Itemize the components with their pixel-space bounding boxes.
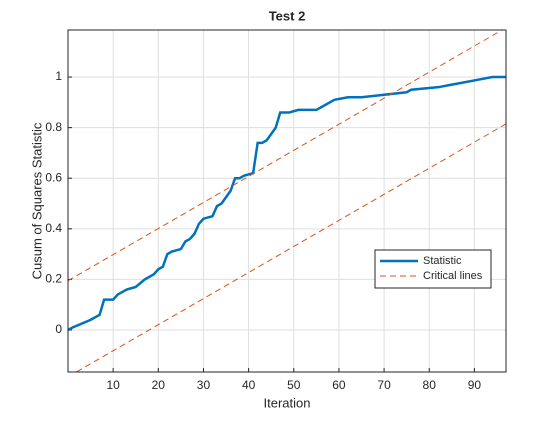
y-tick-label: 0.2 [45, 272, 62, 286]
x-tick-label: 10 [106, 378, 120, 392]
x-tick-label: 40 [242, 378, 256, 392]
x-axis-label: Iteration [264, 395, 311, 410]
y-tick-label: 0 [55, 322, 62, 336]
legend-label: Critical lines [423, 270, 483, 282]
x-tick-label: 60 [332, 378, 346, 392]
y-tick-label: 0.8 [45, 120, 62, 134]
x-tick-label: 70 [377, 378, 391, 392]
x-tick-label: 20 [152, 378, 166, 392]
plot-area [68, 30, 506, 372]
y-tick-label: 1 [55, 69, 62, 83]
y-axis-label: Cusum of Squares Statistic [29, 122, 44, 279]
legend-label: Statistic [423, 255, 462, 267]
line [75, 123, 506, 372]
axes-box [67, 29, 507, 373]
line [68, 75, 506, 332]
line [68, 30, 504, 282]
chart-title: Test 2 [269, 8, 306, 23]
y-tick-label: 0.4 [45, 221, 62, 235]
x-tick-label: 50 [287, 378, 301, 392]
y-tick-label: 0.6 [45, 170, 62, 184]
x-tick-label: 30 [197, 378, 211, 392]
x-tick-label: 90 [468, 378, 482, 392]
x-tick-label: 80 [423, 378, 437, 392]
legend-box [374, 249, 492, 289]
